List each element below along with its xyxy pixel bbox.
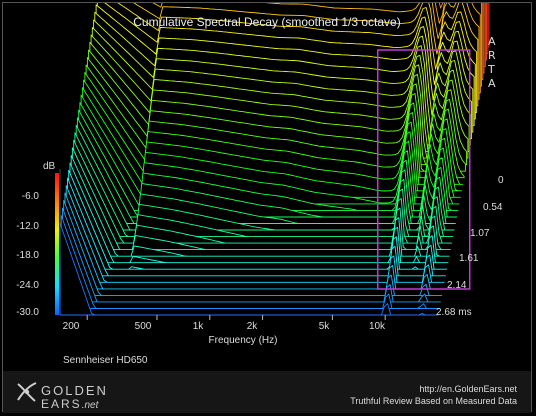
time-tick-label: 0 — [498, 175, 504, 186]
y-tick-label: -12.0 — [16, 221, 39, 232]
x-tick-label: 200 — [62, 321, 80, 332]
brand-suffix: .net — [81, 400, 99, 411]
watermark-letter: T — [488, 63, 496, 76]
treble-highlight-box — [376, 49, 471, 290]
footer-url[interactable]: http://en.GoldenEars.net — [419, 384, 517, 394]
y-axis-label: dB — [43, 161, 56, 172]
y-tick-label: -6.0 — [21, 191, 39, 202]
x-tick-label: 500 — [134, 321, 152, 332]
x-tick-label: 5k — [318, 321, 330, 332]
decay-slice — [69, 162, 449, 264]
time-tick-label: 1.61 — [459, 253, 479, 264]
color-scale-bar — [55, 173, 59, 315]
x-tick-label: 2k — [246, 321, 258, 332]
headphone-model: Sennheiser HD650 — [63, 355, 148, 366]
decay-slice — [65, 184, 445, 283]
decay-slice — [67, 177, 446, 277]
decay-slice — [71, 147, 451, 251]
footer-tagline: Truthful Review Based on Measured Data — [350, 396, 517, 406]
decay-slice — [70, 154, 450, 257]
time-tick-label: 2.68 ms — [436, 307, 472, 318]
brand-line-2: EARS.net — [41, 397, 98, 411]
y-tick-label: -30.0 — [16, 307, 39, 318]
time-tick-label: 1.07 — [470, 228, 490, 239]
watermark-letter: A — [488, 77, 497, 90]
y-tick-label: -18.0 — [16, 250, 39, 261]
chart-title: Cumulative Spectral Decay (smoothed 1/3 … — [133, 15, 401, 29]
x-tick-label: 10k — [368, 321, 386, 332]
brand-ears: EARS — [41, 397, 82, 411]
x-tick-label: 1k — [192, 321, 204, 332]
golden-ears-logo-icon — [17, 382, 37, 402]
watermark-letter: R — [488, 49, 497, 62]
time-tick-label: 2.14 — [447, 280, 467, 291]
y-tick-label: -24.0 — [16, 280, 39, 291]
decay-slice — [68, 169, 448, 270]
watermark-letter: A — [488, 35, 497, 48]
decay-slice — [63, 199, 443, 296]
time-tick-label: 0.54 — [483, 202, 503, 213]
chart-frame: Cumulative Spectral Decay (smoothed 1/3 … — [2, 2, 532, 413]
footer-bar — [3, 371, 531, 413]
csd-waterfall-plot — [55, 3, 490, 320]
brand-line-1: GOLDEN — [41, 383, 108, 398]
decay-slice — [60, 215, 440, 309]
decay-slice — [62, 207, 441, 303]
x-axis-label: Frequency (Hz) — [208, 335, 278, 346]
